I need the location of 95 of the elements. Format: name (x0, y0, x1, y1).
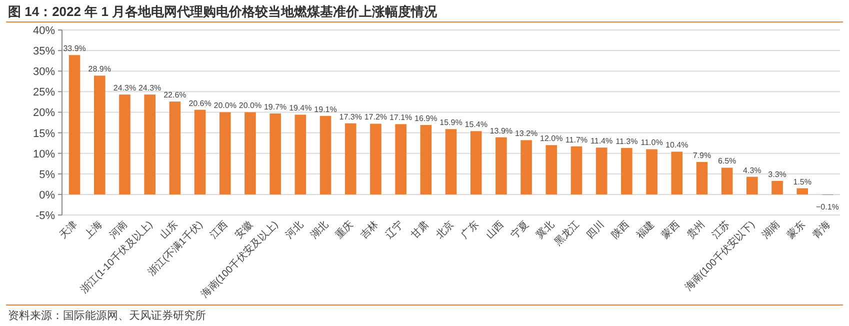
text: 资料来源：国际能源网、天风证券研究所 (8, 309, 206, 322)
bar (646, 149, 658, 194)
bar (94, 76, 106, 194)
data-label: 10.4% (666, 140, 688, 150)
y-tick-label: 15% (32, 128, 56, 140)
x-tick-label: 辽宁 (383, 218, 406, 242)
x-tick-label: 河北 (282, 218, 306, 242)
data-label: 1.5% (793, 177, 812, 186)
chart-title: 图 14：2022 年 1 月各地电网代理购电价格较当地燃煤基准价上涨幅度情况 (8, 4, 438, 19)
y-tick-label: 35% (32, 46, 56, 58)
y-tick-label: 5% (39, 168, 56, 181)
data-label: 15.4% (464, 120, 488, 130)
x-tick-label: 四川 (584, 218, 607, 242)
data-label: 33.9% (63, 44, 86, 54)
data-label: 22.6% (164, 90, 186, 100)
x-tick-label: 蒙东 (784, 218, 808, 242)
x-tick-label: 山西 (484, 218, 506, 242)
bar (395, 124, 406, 194)
data-label: 19.1% (314, 104, 337, 114)
bar (420, 124, 432, 194)
bar (169, 102, 181, 194)
bar (445, 129, 457, 194)
bar (696, 162, 708, 194)
y-tick-label: 30% (32, 66, 56, 78)
bar (621, 148, 632, 194)
bar (219, 112, 231, 194)
x-tick-label: 福建 (634, 218, 657, 242)
x-tick-label: 天津 (57, 218, 80, 242)
bar (119, 94, 130, 194)
data-label: 17.3% (339, 112, 362, 122)
data-label: −0.1% (816, 202, 839, 212)
data-label: 24.3% (138, 84, 162, 93)
data-label: 19.4% (289, 104, 312, 113)
x-tick-label: 蒙西 (659, 218, 682, 242)
bar (746, 176, 758, 194)
x-tick-label: 重庆 (333, 218, 356, 242)
x-tick-label: 湖南 (760, 218, 782, 242)
x-tick-label: 贵州 (684, 218, 708, 242)
y-tick-label: 25% (32, 86, 56, 99)
bar (244, 112, 256, 194)
bar (144, 94, 156, 194)
data-label: 15.9% (440, 118, 462, 128)
bar (194, 110, 206, 194)
data-label: 7.9% (692, 150, 712, 160)
data-label: 20.0% (238, 101, 262, 110)
bar (496, 137, 507, 194)
y-tick-label: 0% (39, 189, 56, 202)
data-label: 28.9% (88, 64, 111, 74)
bar (596, 148, 608, 194)
bar (294, 114, 306, 194)
data-label: 16.9% (414, 114, 438, 123)
bar (470, 131, 482, 194)
data-label: 13.2% (514, 129, 538, 138)
data-label: 4.3% (743, 166, 762, 175)
bar (671, 152, 683, 194)
data-label: 11.4% (590, 136, 613, 146)
data-label: 24.3% (113, 84, 136, 93)
x-tick-label: 陕西 (609, 218, 632, 242)
data-label: 11.0% (640, 138, 663, 148)
bar (270, 113, 281, 194)
bar (721, 168, 733, 194)
data-label: 13.9% (490, 126, 513, 136)
bar (546, 145, 558, 194)
data-label: 17.2% (364, 112, 388, 122)
data-label: 3.3% (768, 170, 786, 179)
data-label: 19.7% (264, 102, 287, 112)
y-tick-label: -5% (35, 210, 56, 222)
bar (320, 116, 332, 194)
bar (772, 180, 783, 194)
y-tick-label: 20% (32, 107, 56, 120)
bar (570, 146, 582, 194)
data-label: 20.0% (214, 101, 236, 110)
bar (370, 124, 382, 194)
data-label: 20.6% (188, 98, 212, 108)
data-label: 11.7% (565, 135, 588, 144)
x-tick-label: 北京 (433, 218, 456, 242)
y-tick-label: 40% (32, 25, 56, 37)
x-tick-label: 青海 (810, 218, 833, 242)
data-label: 11.3% (616, 136, 638, 146)
x-tick-label: 宁夏 (508, 218, 532, 242)
x-tick-label: 甘肃 (408, 218, 432, 242)
bar (796, 188, 808, 194)
x-tick-label: 山东 (157, 218, 180, 242)
data-label: 12.0% (540, 134, 563, 144)
x-tick-label: 吉林 (358, 218, 381, 242)
x-tick-label: 江西 (208, 218, 230, 242)
bar (68, 55, 80, 194)
x-tick-label: 广东 (458, 218, 482, 242)
data-label: 17.1% (389, 113, 412, 122)
x-tick-label: 上海 (82, 218, 105, 242)
bar (344, 123, 356, 194)
y-tick-label: 10% (32, 148, 56, 160)
bar (520, 140, 532, 194)
data-label: 6.5% (718, 156, 736, 166)
x-tick-label: 湖北 (308, 218, 331, 242)
